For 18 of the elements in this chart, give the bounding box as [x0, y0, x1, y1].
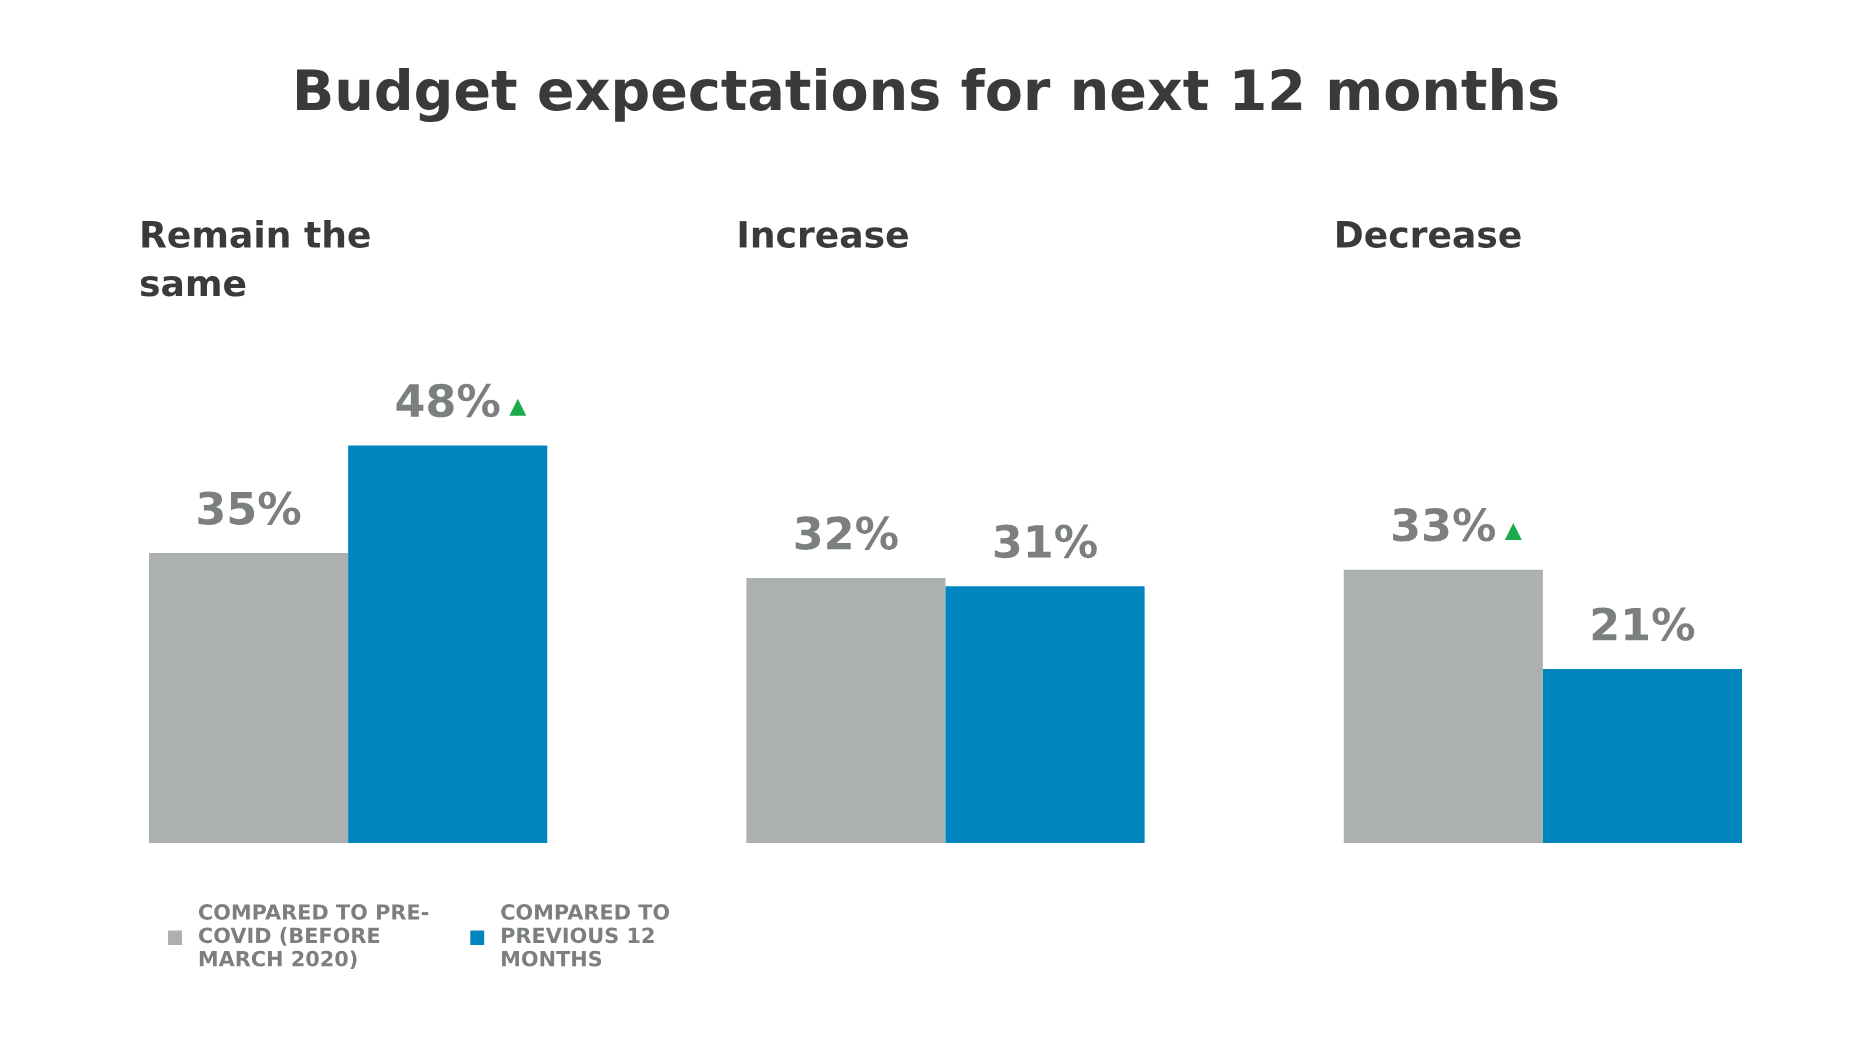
bar [348, 445, 548, 843]
x-tick-label: Increase [739, 221, 908, 248]
legend-label: COMPARED TO PRE- COVID (BEFORE MARCH 2020) [198, 904, 429, 969]
bar [945, 586, 1145, 843]
data-label: 35% [198, 491, 301, 526]
data-label: 21% [1592, 607, 1695, 641]
bar [1542, 669, 1742, 843]
data-label: 32% [795, 516, 898, 550]
bar [746, 577, 946, 843]
x-tick-label: Decrease [1337, 221, 1521, 248]
x-tick-label: Remain the same [140, 220, 370, 297]
legend-label: COMPARED TO PREVIOUS 12 MONTHS [501, 904, 670, 967]
data-label: 31% [994, 524, 1097, 559]
chart-title: Budget expectations for next 12 months [297, 67, 1558, 123]
bar [1343, 569, 1543, 843]
data-label: 33% ▲ [1393, 507, 1522, 542]
bar [149, 553, 349, 843]
data-label: 48% ▲ [396, 383, 527, 418]
